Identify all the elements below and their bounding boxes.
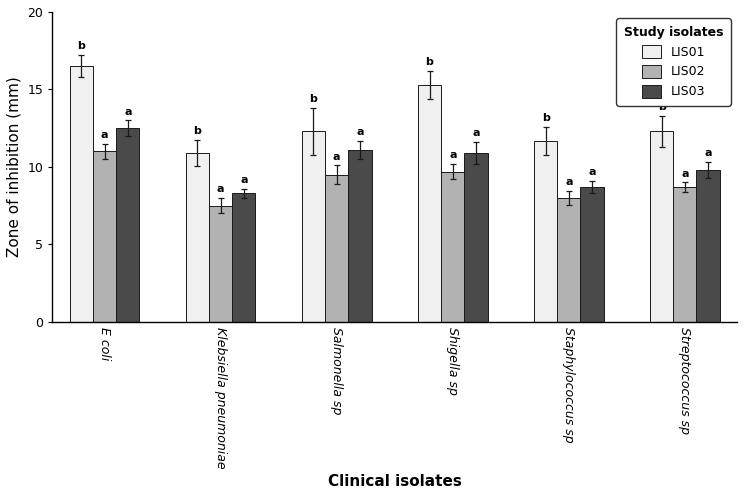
Bar <box>557 198 580 322</box>
Bar <box>116 128 139 322</box>
Text: b: b <box>658 102 666 112</box>
Bar <box>464 153 487 322</box>
Text: a: a <box>356 127 364 137</box>
Y-axis label: Zone of inhibition (mm): Zone of inhibition (mm) <box>7 76 22 257</box>
Bar <box>650 131 673 322</box>
Text: a: a <box>681 169 689 179</box>
Legend: LIS01, LIS02, LIS03: LIS01, LIS02, LIS03 <box>616 18 731 106</box>
Bar <box>209 206 232 322</box>
Text: a: a <box>240 175 248 185</box>
Bar <box>673 187 696 322</box>
Bar <box>580 187 603 322</box>
Bar <box>232 193 255 322</box>
Bar <box>348 150 371 322</box>
Text: b: b <box>542 113 550 123</box>
Text: a: a <box>449 150 457 160</box>
Text: a: a <box>333 152 341 162</box>
X-axis label: Clinical isolates: Clinical isolates <box>328 474 462 489</box>
Text: a: a <box>217 184 225 194</box>
Bar <box>302 131 325 322</box>
Text: a: a <box>101 130 109 140</box>
Text: b: b <box>310 94 318 104</box>
Text: a: a <box>705 148 712 158</box>
Bar <box>418 85 441 322</box>
Bar <box>696 170 719 322</box>
Text: a: a <box>124 107 132 117</box>
Bar <box>441 172 464 322</box>
Bar <box>325 175 348 322</box>
Bar <box>93 151 116 322</box>
Bar <box>70 66 93 322</box>
Text: a: a <box>589 167 596 177</box>
Text: b: b <box>193 126 202 136</box>
Bar <box>186 153 209 322</box>
Text: a: a <box>565 177 573 187</box>
Text: b: b <box>426 57 434 67</box>
Text: a: a <box>472 128 480 138</box>
Text: b: b <box>77 42 86 52</box>
Bar <box>534 141 557 322</box>
